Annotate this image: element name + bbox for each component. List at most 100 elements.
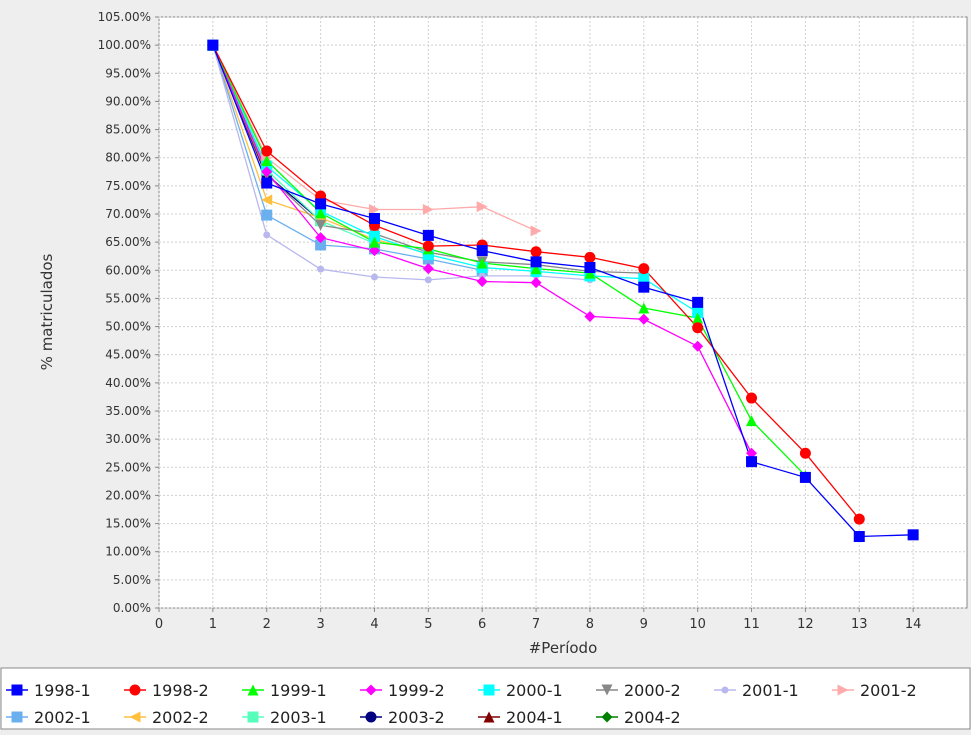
y-tick-label: 85.00% <box>105 123 151 137</box>
x-tick-label: 3 <box>316 617 324 632</box>
y-tick-label: 35.00% <box>105 404 151 418</box>
y-tick-label: 10.00% <box>105 545 151 559</box>
data-point-1998-1 <box>584 261 596 273</box>
legend-marker <box>601 711 613 723</box>
data-point-2001-1 <box>478 272 486 280</box>
data-point-2001-1 <box>370 273 378 281</box>
legend-marker <box>247 684 259 696</box>
legend-item-2000-2: 2000-2 <box>596 681 681 700</box>
legend-item-2002-2: 2002-2 <box>124 708 209 727</box>
legend-label: 2003-2 <box>388 708 445 727</box>
legend-item-2004-2: 2004-2 <box>596 708 681 727</box>
legend-marker <box>11 711 23 723</box>
data-point-1999-1 <box>692 312 704 324</box>
y-tick-label: 0.00% <box>113 601 151 615</box>
data-point-1999-1 <box>638 302 650 314</box>
legend-marker <box>483 684 495 696</box>
legend-label: 2002-1 <box>34 708 91 727</box>
x-tick-label: 1 <box>209 617 217 632</box>
data-point-2000-1 <box>368 231 380 243</box>
series-line-2002-1 <box>212 44 483 271</box>
data-point-2000-1 <box>692 307 704 318</box>
data-point-1998-1 <box>315 198 327 210</box>
legend-item-2001-2: 2001-2 <box>832 681 917 700</box>
legend-item-2003-2: 2003-2 <box>360 708 445 727</box>
data-point-2000-1 <box>638 273 650 285</box>
data-point-1998-2 <box>746 392 758 404</box>
data-point-1999-2 <box>476 276 488 288</box>
legend-marker <box>483 711 495 723</box>
data-point-2000-1 <box>422 249 434 261</box>
legend-item-1999-1: 1999-1 <box>242 681 327 700</box>
data-point-2001-1 <box>424 276 432 284</box>
data-point-1999-1 <box>584 267 596 279</box>
data-point-1998-1 <box>476 245 488 257</box>
data-point-1998-1 <box>422 229 434 241</box>
y-tick-label: 70.00% <box>105 207 151 221</box>
series-line-1998-1 <box>212 44 914 538</box>
legend-marker <box>247 711 259 723</box>
data-point-1999-1 <box>368 236 380 248</box>
legend-item-2000-1: 2000-1 <box>478 681 563 700</box>
legend: 1998-1 1998-2 1999-1 1999-2 2000-1 2000-2 2001… <box>6 681 917 727</box>
y-axis-ticks: 0.00% 5.00% 10.00% 15.00% 20.00% 25.00% 30.00%… <box>98 10 159 615</box>
data-point-2002-1 <box>261 209 273 221</box>
y-tick-label: 25.00% <box>105 460 151 474</box>
x-tick-label: 8 <box>586 617 594 632</box>
y-tick-label: 50.00% <box>105 320 151 334</box>
data-point-1998-2 <box>692 322 704 334</box>
data-point-1999-2 <box>584 310 596 322</box>
legend-item-2002-1: 2002-1 <box>6 708 91 727</box>
data-point-1998-1 <box>853 531 865 543</box>
data-point-2001-1 <box>263 231 271 239</box>
plot-area <box>158 16 968 609</box>
y-tick-label: 30.00% <box>105 432 151 446</box>
data-point-2001-2 <box>422 203 434 215</box>
data-point-1998-1 <box>799 471 811 483</box>
data-point-1998-2 <box>261 145 273 157</box>
y-tick-label: 45.00% <box>105 348 151 362</box>
legend-item-2003-1: 2003-1 <box>242 708 327 727</box>
legend-label: 1998-2 <box>152 681 209 700</box>
y-tick-label: 90.00% <box>105 94 151 108</box>
data-point-1999-2 <box>315 232 327 244</box>
y-tick-label: 105.00% <box>98 10 151 24</box>
y-tick-label: 15.00% <box>105 517 151 531</box>
legend-item-1998-1: 1998-1 <box>6 681 91 700</box>
data-point-2000-1 <box>261 160 273 172</box>
data-point-1999-2 <box>746 447 758 459</box>
legend-marker <box>11 684 23 696</box>
legend-marker <box>129 711 141 723</box>
data-point-2001-1 <box>317 265 325 273</box>
data-point-1999-2 <box>261 166 273 178</box>
legend-label: 1999-2 <box>388 681 445 700</box>
x-tick-label: 2 <box>263 617 271 632</box>
data-point-2001-2 <box>530 225 542 237</box>
data-point-2000-2 <box>315 219 327 231</box>
data-point-1998-2 <box>530 246 542 258</box>
legend-marker <box>601 684 613 696</box>
legend-label: 1998-1 <box>34 681 91 700</box>
x-tick-label: 14 <box>905 617 922 632</box>
x-tick-label: 7 <box>532 617 540 632</box>
legend-label: 2003-1 <box>270 708 327 727</box>
y-tick-label: 5.00% <box>113 573 151 587</box>
data-point-1999-2 <box>368 245 380 257</box>
x-axis-ticks: 0 1 2 3 4 5 6 7 8 9 10 11 12 13 14 <box>155 608 922 632</box>
legend-label: 2004-2 <box>624 708 681 727</box>
legend-item-2001-1: 2001-1 <box>714 681 799 700</box>
y-tick-label: 100.00% <box>98 38 151 52</box>
data-point-1998-2 <box>799 447 811 459</box>
data-point-1998-2 <box>422 240 434 252</box>
legend-label: 2000-2 <box>624 681 681 700</box>
series-markers <box>207 39 919 543</box>
data-point-2002-2 <box>261 194 273 206</box>
data-point-1999-2 <box>422 263 434 275</box>
y-axis-label: % matriculados <box>38 253 56 370</box>
data-point-2001-2 <box>368 203 380 215</box>
x-tick-label: 0 <box>155 617 163 632</box>
data-point-1999-1 <box>315 207 327 219</box>
legend-label: 2002-2 <box>152 708 209 727</box>
